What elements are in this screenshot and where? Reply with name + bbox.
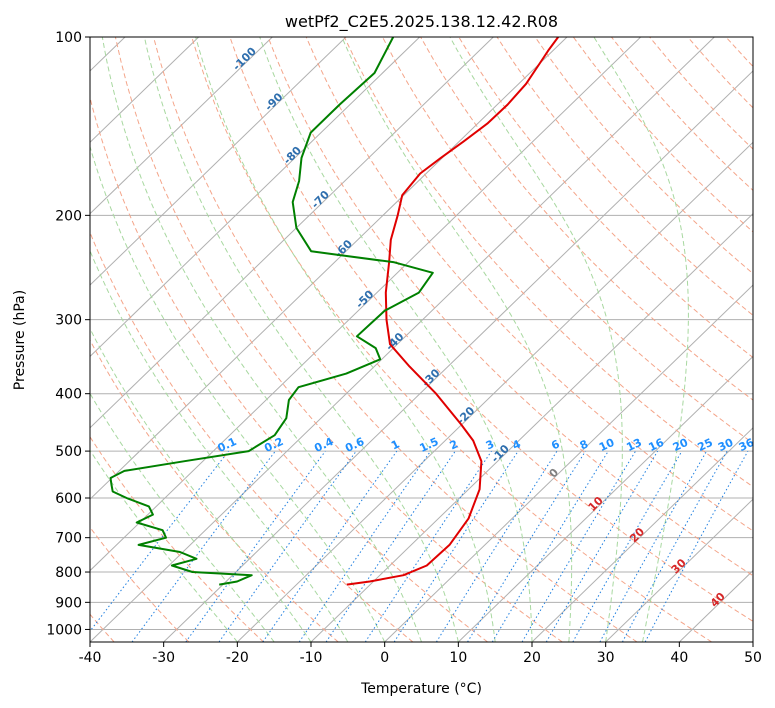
moist-adiabat [143, 37, 459, 642]
y-tick-label: 200 [55, 208, 82, 224]
moist-adiabat [90, 327, 312, 642]
plot-area: 0.1 0.2 0.4 0.6 1 1.5 2 3 4 6 8 10 13 16 20 25 30 36-100-… [90, 37, 757, 642]
moist-adiabat [90, 144, 386, 642]
isotherm-line [457, 355, 753, 642]
axes: -40 -30 -20 -10 0 10 20 30 40 50 100 200 300 400 500 60… [46, 30, 762, 666]
dry-adiabat [420, 37, 753, 401]
moist-adiabat [101, 37, 422, 642]
mixing-ratio-label: 20 [671, 436, 691, 454]
mixing-ratio-line [621, 450, 728, 642]
mixing-ratio-line [435, 450, 558, 642]
mixing-ratio-label: 30 [716, 436, 736, 454]
dry-adiabat [496, 37, 753, 316]
chart-title: wetPf2_C2E5.2025.138.12.42.R08 [285, 12, 558, 32]
moist-adiabat [259, 37, 533, 642]
dry-adiabat [90, 435, 264, 642]
mixing-ratio-line [599, 450, 708, 642]
x-tick-label: 50 [744, 650, 762, 666]
y-tick-label: 100 [55, 30, 82, 46]
y-axis-label: Pressure (hPa) [12, 290, 28, 390]
isotherm-line [90, 37, 642, 572]
mixing-ratio-label: 10 [597, 436, 617, 454]
isotherm-line [90, 37, 421, 358]
y-tick-label: 500 [55, 444, 82, 460]
moist-adiabat [195, 37, 496, 642]
dry-adiabat [90, 526, 190, 642]
x-tick-label: 30 [597, 650, 615, 666]
moist-adiabat [449, 37, 623, 642]
mixing-ratio-line [218, 450, 357, 642]
dry-adiabat [343, 37, 753, 488]
dry-adiabat [114, 37, 563, 642]
x-axis-label: Temperature (°C) [360, 681, 482, 697]
y-tick-label: 800 [55, 565, 82, 581]
x-tick-label: -10 [300, 650, 323, 666]
dry-adiabat [229, 37, 753, 622]
dry-adiabat [191, 37, 712, 642]
mixing-ratio-line [491, 450, 609, 642]
mixing-ratio-line [644, 450, 749, 642]
y-tick-label: 400 [55, 387, 82, 403]
mixing-ratio-line [393, 450, 519, 642]
mixing-ratio-line [467, 450, 586, 642]
y-tick-label: 600 [55, 491, 82, 507]
moist-adiabat [593, 37, 689, 642]
dry-adiabat [153, 37, 638, 642]
isotherm-line [531, 427, 753, 642]
isotherm-line [90, 37, 273, 215]
y-tick-label: 900 [55, 595, 82, 611]
moist-adiabat [341, 37, 573, 642]
isotherm-line [163, 70, 753, 642]
mixing-ratio-line [325, 450, 456, 642]
mixing-ratio-line [298, 450, 432, 642]
mixing-ratio-label: 13 [624, 436, 643, 454]
isotherm-line [236, 141, 753, 642]
isotherm-line [384, 284, 753, 642]
x-tick-label: 40 [670, 650, 688, 666]
mixing-ratio-line [131, 450, 276, 642]
isotherm-line [90, 37, 494, 429]
dry-adiabat [267, 37, 753, 577]
mixing-ratio-line [364, 450, 492, 642]
x-tick-label: 20 [523, 650, 541, 666]
mixing-ratio-line [185, 450, 326, 642]
y-tick-label: 300 [55, 313, 82, 329]
dry-adiabat [90, 339, 339, 642]
y-tick-label: 1000 [46, 622, 82, 638]
y-tick-label: 700 [55, 531, 82, 547]
isotherm-line [605, 498, 753, 642]
isotherm-line [90, 37, 200, 144]
dewpoint-profile-line [109, 37, 434, 586]
isotherm-line [90, 37, 347, 286]
x-tick-label: -40 [79, 650, 102, 666]
isotherm-line [90, 37, 568, 500]
x-tick-label: 0 [380, 650, 389, 666]
moist-adiabat [90, 249, 349, 642]
mixing-ratio-label: 16 [647, 436, 667, 454]
mixing-ratio-label: 36 [737, 436, 757, 454]
temperature-profile-line [346, 37, 560, 586]
dry-adiabat [90, 231, 414, 642]
x-tick-label: -30 [152, 650, 175, 666]
mixing-ratio-label: 25 [695, 436, 714, 454]
mixing-ratio-line [262, 450, 398, 642]
plot-frame [89, 36, 754, 643]
x-tick-label: -20 [226, 650, 249, 666]
x-tick-label: 10 [449, 650, 467, 666]
dry-adiabat [305, 37, 753, 532]
dry-adiabat [90, 95, 488, 642]
